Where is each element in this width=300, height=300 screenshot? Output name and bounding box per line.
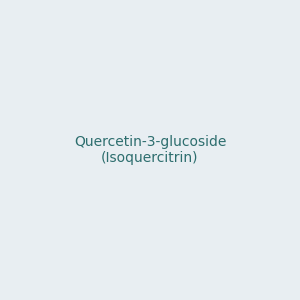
- Text: Quercetin-3-glucoside
(Isoquercitrin): Quercetin-3-glucoside (Isoquercitrin): [74, 135, 226, 165]
